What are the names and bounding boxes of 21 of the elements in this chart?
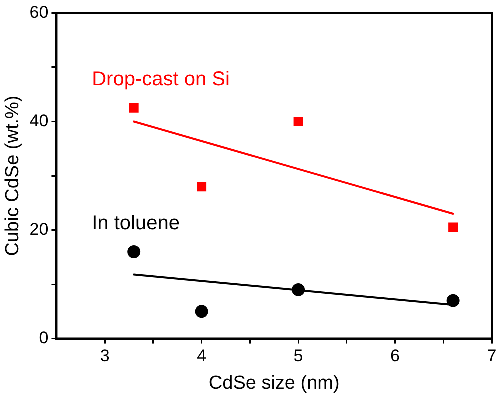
- x-tick-label: 7: [487, 346, 497, 366]
- point: [197, 182, 207, 192]
- point: [292, 283, 306, 296]
- x-axis-title: CdSe size (nm): [208, 372, 340, 394]
- point: [129, 103, 139, 113]
- point: [446, 294, 460, 308]
- x-tick-label: 5: [294, 346, 304, 366]
- x-tick-label: 4: [197, 346, 207, 366]
- point: [294, 116, 304, 126]
- y-tick-label: 60: [30, 2, 49, 22]
- y-tick-label: 0: [39, 328, 49, 348]
- x-tick-label: 6: [390, 346, 400, 366]
- point: [128, 245, 141, 258]
- y-tick-label: 20: [30, 220, 49, 239]
- y-tick-label: 40: [30, 111, 49, 130]
- x-tick-label: 3: [100, 346, 110, 366]
- point: [195, 305, 208, 318]
- point: [448, 222, 458, 232]
- y-axis-title: Cubic CdSe (wt.%): [2, 96, 24, 256]
- series-label: Drop-cast on Si: [92, 68, 230, 91]
- series-label: In toluene: [92, 212, 180, 234]
